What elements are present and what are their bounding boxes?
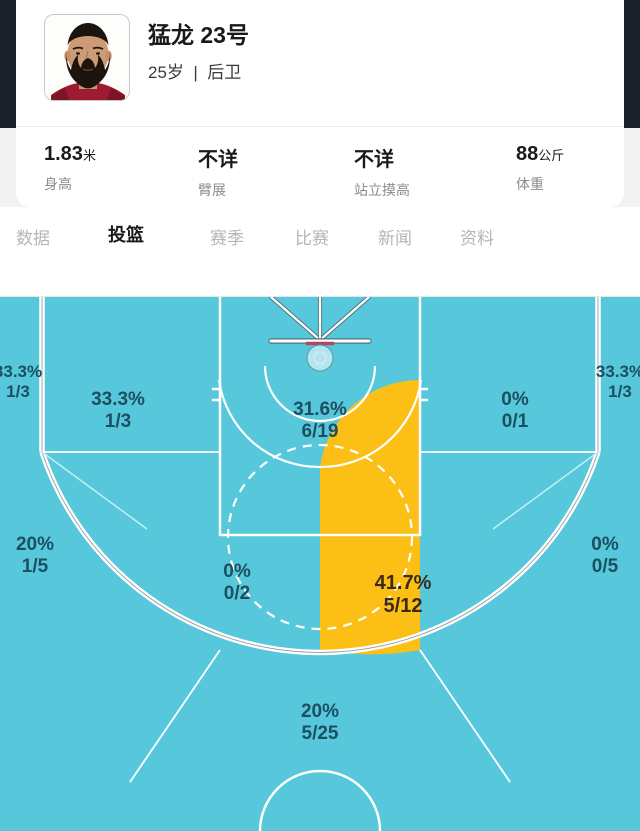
svg-text:0%: 0% — [591, 534, 619, 555]
svg-text:0/1: 0/1 — [502, 411, 529, 432]
svg-text:1/3: 1/3 — [608, 382, 632, 401]
svg-text:0/5: 0/5 — [592, 556, 619, 577]
svg-text:0%: 0% — [501, 389, 529, 410]
svg-text:33.3%: 33.3% — [0, 362, 42, 381]
svg-text:20%: 20% — [301, 701, 339, 722]
svg-text:1/3: 1/3 — [6, 382, 30, 401]
svg-text:6/19: 6/19 — [302, 421, 339, 442]
svg-text:1/5: 1/5 — [22, 556, 49, 577]
svg-text:41.7%: 41.7% — [375, 572, 432, 594]
svg-text:5/12: 5/12 — [384, 595, 423, 617]
svg-text:20%: 20% — [16, 534, 54, 555]
svg-text:33.3%: 33.3% — [91, 389, 145, 410]
svg-text:0%: 0% — [223, 561, 251, 582]
svg-text:0/2: 0/2 — [224, 583, 250, 604]
svg-text:5/25: 5/25 — [302, 723, 339, 744]
svg-text:1/3: 1/3 — [105, 411, 131, 432]
svg-text:31.6%: 31.6% — [293, 399, 347, 420]
svg-text:33.3%: 33.3% — [596, 362, 640, 381]
